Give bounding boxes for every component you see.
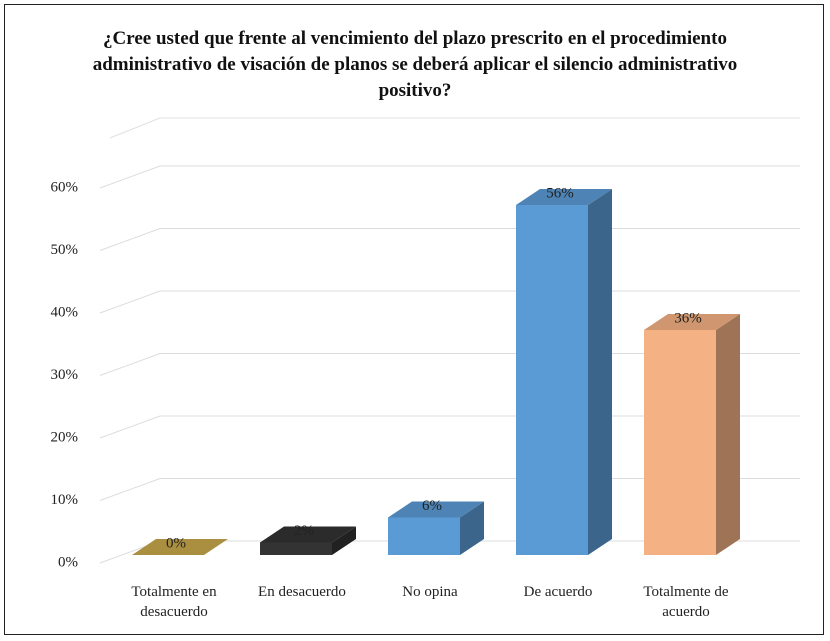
grid-line <box>99 290 161 314</box>
bar-top <box>260 526 356 543</box>
x-tick-label: De acuerdo <box>523 584 593 600</box>
data-label: 0% <box>166 535 186 551</box>
x-tick-label: No opina <box>402 584 458 600</box>
x-tick-label: En desacuerdo <box>258 584 346 600</box>
y-tick-label: 10% <box>51 492 79 508</box>
grid-line <box>99 478 161 501</box>
data-label: 56% <box>546 185 574 201</box>
y-tick-label: 50% <box>51 242 79 258</box>
grid-line <box>99 165 161 189</box>
bar-top <box>132 539 228 555</box>
y-tick-label: 20% <box>51 429 79 445</box>
data-label: 6% <box>422 498 442 514</box>
y-tick-label: 30% <box>51 367 79 383</box>
x-tick-label: Totalmente en desacuerdo <box>131 584 217 620</box>
grid-line <box>99 415 161 439</box>
bar-side <box>588 189 612 555</box>
grid-line <box>99 228 161 251</box>
bar-side <box>460 501 484 555</box>
bar-side <box>716 314 740 555</box>
y-tick-label: 0% <box>58 554 78 570</box>
bar <box>644 330 716 555</box>
bar-top <box>516 189 612 205</box>
bar <box>260 542 332 555</box>
bar-side <box>332 526 356 555</box>
bar-top <box>388 501 484 518</box>
bar <box>516 205 588 555</box>
x-tick-label: Totalmente de acuerdo <box>643 584 729 620</box>
chart-title: ¿Cree usted que frente al vencimiento de… <box>92 28 738 101</box>
y-tick-label: 40% <box>51 304 79 320</box>
y-tick-label: 60% <box>51 179 79 195</box>
grid-line <box>99 353 161 376</box>
bar-top <box>644 314 740 330</box>
bar <box>388 517 460 555</box>
data-label: 2% <box>294 523 314 539</box>
data-label: 36% <box>674 310 702 326</box>
chart-frame <box>4 4 824 635</box>
wall-edge <box>109 117 161 139</box>
